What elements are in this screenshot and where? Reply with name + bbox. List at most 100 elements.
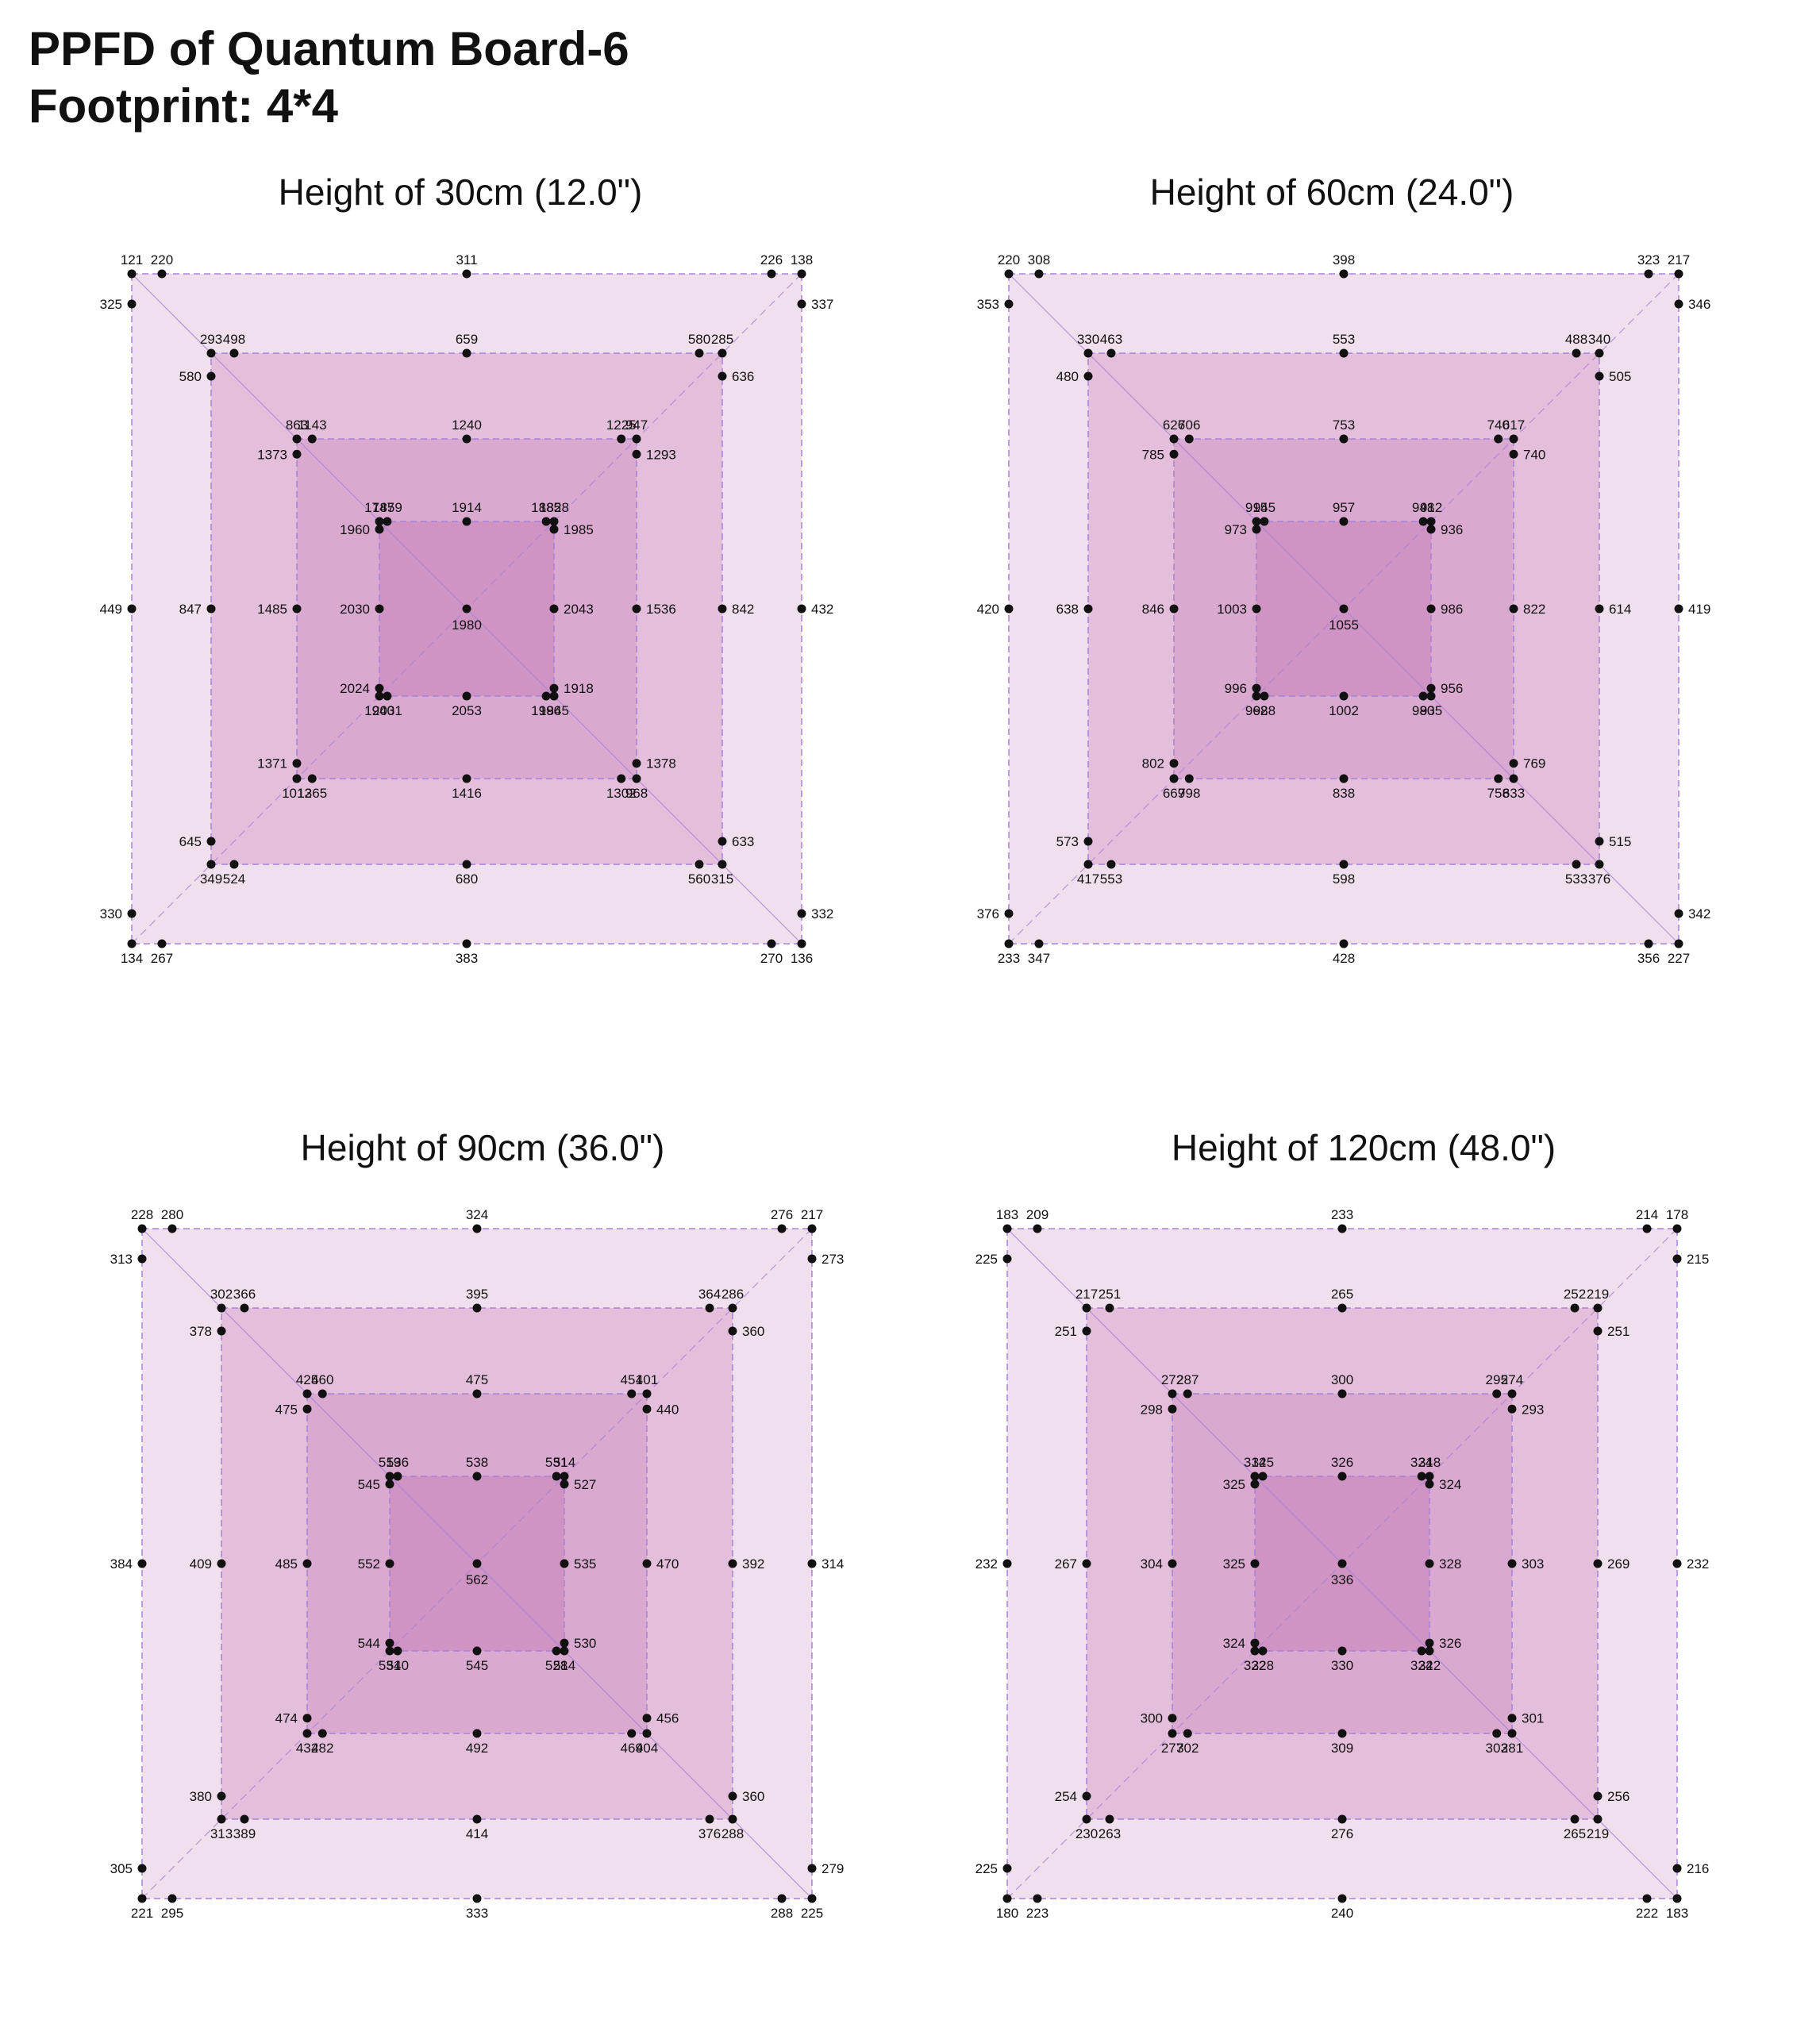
corner-br-label: 281	[1501, 1741, 1523, 1756]
corner-tl: 217	[1075, 1287, 1098, 1313]
left-point: 802	[1142, 756, 1179, 771]
corner-tl-dot	[1168, 1389, 1177, 1399]
right-point-label: 301	[1522, 1711, 1544, 1726]
corner-br: 1845	[539, 691, 569, 718]
left-point: 353	[977, 297, 1014, 312]
right-point-label: 360	[742, 1789, 764, 1804]
bottom-point: 2053	[452, 691, 482, 718]
bottom-point: 428	[1333, 939, 1355, 966]
bottom-point: 265	[1564, 1814, 1586, 1841]
right-point-dot	[1507, 1404, 1517, 1414]
corner-tl: 626	[1163, 417, 1185, 444]
right-point: 956	[1426, 681, 1463, 696]
top-point: 308	[1028, 252, 1050, 279]
top-point-dot	[705, 1303, 714, 1313]
center-point-dot	[462, 604, 471, 614]
left-point: 324	[1223, 1636, 1260, 1651]
left-point: 305	[110, 1861, 147, 1876]
left-point-label: 232	[975, 1556, 998, 1572]
left-point-dot	[206, 604, 216, 614]
bottom-point-dot	[1260, 691, 1269, 701]
ppfd-plot-1: Height of 30cm (12.0") 121 138 136 134 220 267…	[100, 171, 834, 966]
top-point: 325	[1252, 1455, 1274, 1481]
right-point: 392	[728, 1556, 764, 1572]
right-point-dot	[1509, 604, 1518, 614]
corner-tr-label: 947	[625, 417, 648, 433]
bottom-point-label: 560	[688, 871, 710, 887]
top-point: 280	[161, 1207, 183, 1233]
corner-tr-dot	[632, 434, 641, 444]
top-point: 531	[545, 1455, 568, 1481]
bottom-point-label: 295	[161, 1906, 183, 1921]
corner-tl-dot	[385, 1472, 394, 1481]
left-point-label: 325	[1223, 1477, 1245, 1492]
right-point-dot	[807, 1864, 817, 1873]
corner-tr-dot	[549, 517, 559, 526]
corner-tl-dot	[217, 1303, 226, 1313]
top-point-label: 488	[1565, 332, 1587, 347]
right-point-dot	[642, 1404, 652, 1414]
left-point-dot	[1082, 1559, 1091, 1568]
left-point: 330	[100, 906, 137, 921]
left-point: 1960	[340, 522, 384, 537]
corner-br-label: 315	[711, 871, 733, 887]
corner-tr: 947	[625, 417, 648, 444]
right-point-label: 470	[656, 1556, 679, 1572]
right-point-dot	[1595, 837, 1604, 846]
corner-tl-dot	[206, 348, 216, 358]
left-point-dot	[1250, 1559, 1260, 1568]
corner-tr: 617	[1503, 417, 1525, 444]
center-point-dot	[1339, 604, 1349, 614]
corner-tr-dot	[1674, 269, 1683, 279]
left-point: 480	[1056, 369, 1093, 384]
corner-br: 633	[1503, 774, 1525, 801]
top-point: 1885	[531, 500, 561, 526]
right-point-label: 986	[1441, 602, 1463, 617]
corner-tl-label: 314	[1244, 1455, 1266, 1470]
bottom-point: 270	[760, 939, 783, 966]
bottom-point-label: 267	[151, 951, 173, 966]
left-point: 251	[1055, 1324, 1091, 1339]
corner-tl-label: 293	[200, 332, 222, 347]
left-point-label: 474	[275, 1711, 298, 1726]
bottom-point: 414	[466, 1814, 488, 1841]
top-point-dot	[695, 348, 704, 358]
left-point-dot	[1082, 1326, 1091, 1336]
top-point: 324	[466, 1207, 488, 1233]
bottom-point-label: 240	[1331, 1906, 1353, 1921]
bottom-point-label: 598	[1333, 871, 1355, 887]
center-point-label: 1055	[1329, 618, 1359, 633]
right-point: 269	[1593, 1556, 1630, 1572]
corner-tl-dot	[302, 1389, 312, 1399]
left-point-label: 380	[190, 1789, 212, 1804]
left-point-label: 1003	[1217, 602, 1247, 617]
corner-tr: 219	[1587, 1287, 1609, 1313]
corner-tl-dot	[1083, 348, 1093, 358]
right-point-label: 1918	[564, 681, 594, 696]
corner-bl-label: 313	[210, 1826, 233, 1841]
bottom-point-label: 980	[1412, 703, 1434, 718]
corner-bl: 962	[1245, 691, 1268, 718]
left-point: 545	[358, 1477, 394, 1492]
top-point-label: 553	[1333, 332, 1355, 347]
corner-br-label: 376	[1588, 871, 1610, 887]
page-title-line2: Footprint: 4*4	[29, 79, 338, 133]
corner-tr-dot	[797, 269, 806, 279]
left-point-label: 1485	[257, 602, 287, 617]
right-point: 314	[807, 1556, 844, 1572]
bottom-point-label: 265	[1564, 1826, 1586, 1841]
left-point: 474	[275, 1711, 312, 1726]
center-point: 1980	[452, 604, 482, 633]
top-point-dot	[1339, 269, 1349, 279]
corner-br-dot	[1595, 860, 1604, 869]
top-point-label: 209	[1026, 1207, 1049, 1222]
corner-bl-label: 1012	[282, 786, 312, 801]
left-point: 304	[1141, 1556, 1177, 1572]
right-point-dot	[728, 1559, 737, 1568]
left-point-label: 330	[100, 906, 122, 921]
top-point: 463	[1100, 332, 1122, 358]
right-point-dot	[1674, 299, 1683, 309]
bottom-point-dot	[705, 1814, 714, 1824]
corner-bl-dot	[375, 691, 384, 701]
top-point: 209	[1026, 1207, 1049, 1233]
